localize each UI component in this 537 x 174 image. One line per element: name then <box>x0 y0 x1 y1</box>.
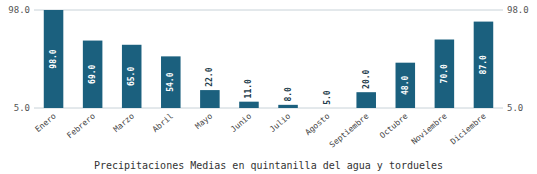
x-tick-label: Agosto <box>303 112 331 138</box>
data-label: 22.0 <box>205 67 214 86</box>
data-label: 54.0 <box>166 72 175 91</box>
y-tick-label: 98.0 <box>8 5 30 15</box>
x-tick-label: Septiembre <box>328 112 371 150</box>
x-tick-label: Julio <box>268 112 292 134</box>
data-label: 87.0 <box>479 55 488 74</box>
grid-line <box>34 108 503 109</box>
title: Precipitaciones Medias en quintanilla de… <box>94 160 443 171</box>
data-label: 69.0 <box>88 64 97 83</box>
bar <box>122 45 142 108</box>
data-label: 5.0 <box>323 90 332 105</box>
bar <box>396 63 416 108</box>
bar <box>474 22 494 108</box>
bar <box>161 56 181 108</box>
bar <box>278 105 298 108</box>
data-label: 48.0 <box>401 76 410 95</box>
data-label: 20.0 <box>362 69 371 88</box>
x-tick-label: Abril <box>151 112 175 134</box>
x-tick-label: Junio <box>229 112 253 134</box>
grid-line <box>34 10 503 11</box>
x-tick-label: Diciembre <box>449 112 488 147</box>
y2-tick-label: 98.0 <box>507 5 529 15</box>
bar <box>435 40 455 108</box>
x-tick-label: Octubre <box>378 112 410 141</box>
data-label: 8.0 <box>284 87 293 102</box>
bars <box>44 10 493 108</box>
bar <box>44 10 64 108</box>
bar <box>83 41 103 108</box>
chart: 5.0 98.0 5.0 98.0 98.0 69.0 65.0 54.0 22.0 11.0 8.… <box>0 0 537 174</box>
data-label: 11.0 <box>244 79 253 98</box>
x-tick-label: Enero <box>34 112 58 134</box>
x-tick-label: Febrero <box>65 112 97 141</box>
bar <box>239 102 259 108</box>
data-label: 98.0 <box>49 49 58 68</box>
bar <box>356 92 376 108</box>
y-tick-label: 5.0 <box>14 103 30 113</box>
bar <box>200 90 220 108</box>
y2-tick-label: 5.0 <box>507 103 523 113</box>
bar <box>317 108 337 109</box>
x-tick-label: Marzo <box>112 112 136 134</box>
data-label: 70.0 <box>440 64 449 83</box>
x-tick-label: Noviembre <box>410 112 449 147</box>
x-tick-label: Mayo <box>194 112 215 131</box>
data-label: 65.0 <box>127 67 136 86</box>
